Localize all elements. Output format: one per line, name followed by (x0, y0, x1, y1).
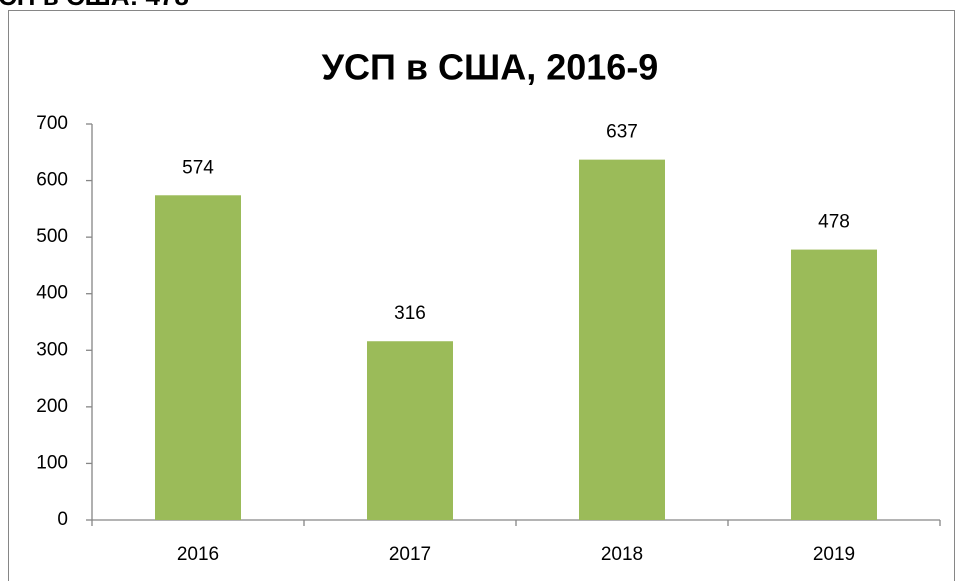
data-label: 637 (606, 122, 638, 143)
y-tick-label: 100 (36, 452, 68, 473)
x-tick-label: 2017 (389, 544, 431, 565)
x-tick-label: 2018 (601, 544, 643, 565)
data-label: 316 (394, 303, 426, 324)
chart-title: УСП в США, 2016-9 (322, 47, 659, 88)
bar (579, 159, 665, 520)
data-label: 478 (818, 212, 850, 233)
y-tick-label: 0 (57, 509, 68, 530)
bar (155, 195, 241, 520)
y-tick-label: 400 (36, 283, 68, 304)
y-tick-label: 200 (36, 396, 68, 417)
bar (367, 341, 453, 520)
y-tick-label: 600 (36, 170, 68, 191)
bar (791, 249, 877, 521)
data-label: 574 (182, 157, 214, 178)
header-text: СП в США: 478 (0, 0, 189, 11)
y-tick-label: 700 (36, 113, 68, 134)
x-tick-label: 2019 (813, 544, 855, 565)
y-tick-label: 500 (36, 226, 68, 247)
x-tick-label: 2016 (177, 544, 219, 565)
y-tick-label: 300 (36, 339, 68, 360)
